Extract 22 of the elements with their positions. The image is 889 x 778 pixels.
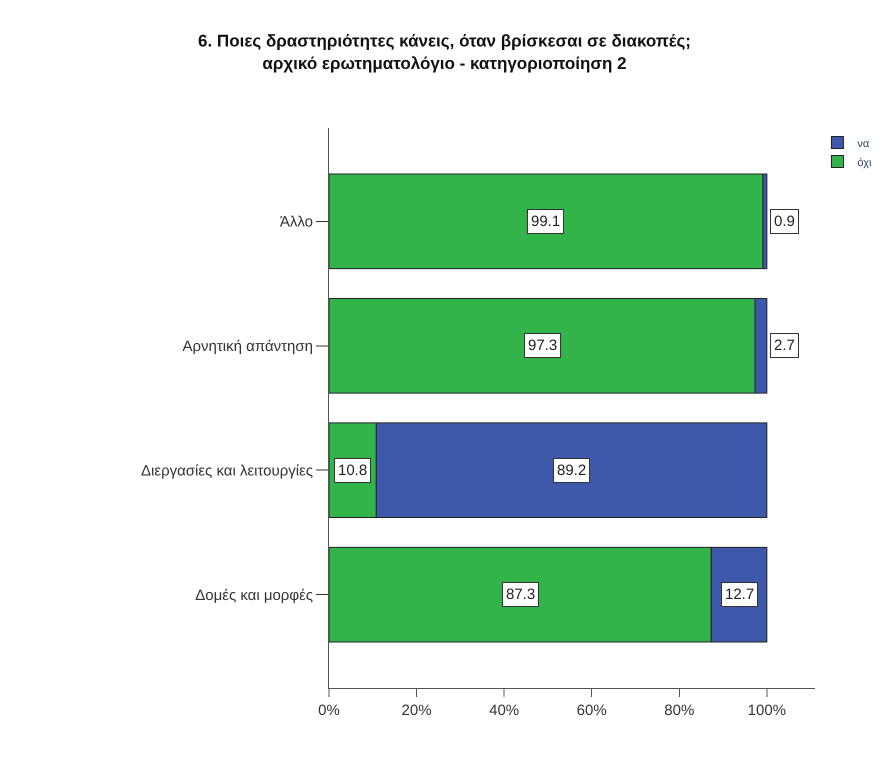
y-tick-label: Δομές και μορφές <box>195 586 313 604</box>
legend-label: όχι <box>857 156 872 169</box>
data-label: 89.2 <box>557 462 586 479</box>
data-label: 99.1 <box>531 213 560 230</box>
data-label: 87.3 <box>506 586 536 603</box>
y-tick-label: Άλλο <box>280 214 313 231</box>
y-tick-label: Διεργασίες και λειτουργίες <box>141 462 313 480</box>
x-tick-label: 80% <box>664 702 694 719</box>
legend-label: να <box>857 138 870 150</box>
x-tick-label: 20% <box>402 702 432 719</box>
x-tick-label: 100% <box>748 702 786 719</box>
x-tick-label: 60% <box>576 702 607 719</box>
x-tick-label: 40% <box>489 702 520 719</box>
data-label: 10.8 <box>338 462 368 479</box>
data-label: 2.7 <box>774 337 795 354</box>
bar <box>329 174 764 270</box>
data-label: 0.9 <box>774 213 795 230</box>
data-label: 12.7 <box>725 586 754 603</box>
x-tick-label: 0% <box>318 702 340 719</box>
chart-title: 6. Ποιες δραστηριότητες κάνεις, όταν βρίσκεσαι σε διακοπές; αρχικό ερωτηματολόγιο - κατηγοριοποίηση 2 <box>198 32 691 73</box>
data-label: 97.3 <box>528 337 558 354</box>
y-tick-label: Αρνητική απάντηση <box>182 338 313 356</box>
